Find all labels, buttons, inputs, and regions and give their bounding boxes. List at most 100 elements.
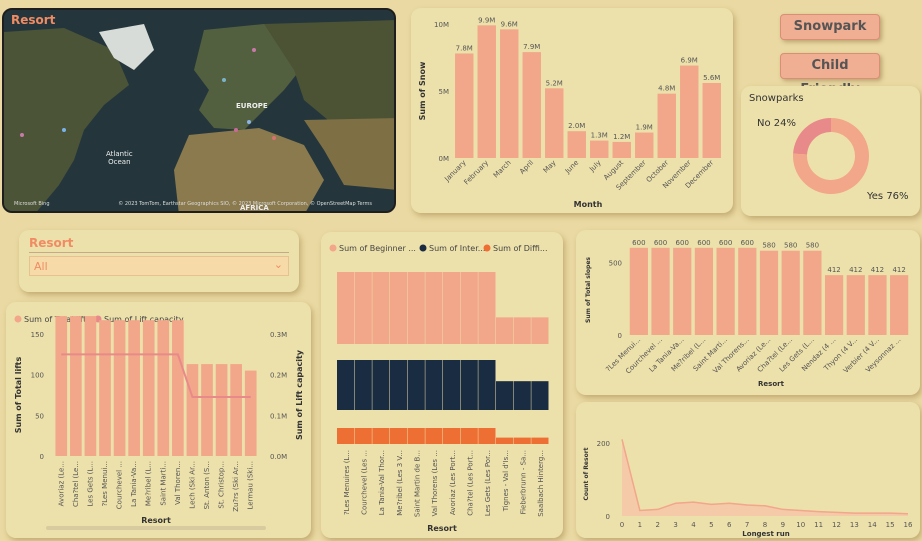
bar <box>657 93 676 158</box>
x-tick-label: ?Les Menui... <box>101 461 109 507</box>
legend-entry: Sum of Lift capacity <box>104 315 184 324</box>
data-label: 600 <box>676 239 689 247</box>
x-tick-label: 6 <box>727 521 732 529</box>
ribbon-segment <box>390 272 408 344</box>
y-tick-label: 50 <box>35 412 44 420</box>
bar <box>680 65 699 158</box>
x-tick-label: Courchevel (Les ... <box>361 450 369 515</box>
ribbon-segment <box>513 381 531 410</box>
data-label: 600 <box>654 239 667 247</box>
map-canvas <box>4 10 394 211</box>
ribbon-segment <box>337 428 355 444</box>
x-tick-label: 5 <box>709 521 713 529</box>
x-tick-label: 10 <box>796 521 805 529</box>
data-label: 9.6M <box>501 20 518 28</box>
ribbon-segment <box>337 360 355 410</box>
data-label: 412 <box>827 266 840 274</box>
ribbon-segment <box>337 272 355 344</box>
legend-entry: Sum of Diffi... <box>493 244 547 253</box>
x-tick-label: 12 <box>832 521 841 529</box>
x-tick-label: Cha?tel (Le... <box>72 461 80 507</box>
legend-entry: Sum of Beginner ... <box>339 244 416 253</box>
map-title: Resort <box>11 13 56 27</box>
data-label: 580 <box>762 242 775 250</box>
child-friendly-button[interactable]: Child Friendly <box>780 53 880 97</box>
y-tick-label: 200 <box>597 440 610 448</box>
ribbon-segment <box>443 360 461 410</box>
data-label: 5.2M <box>546 79 563 87</box>
longest-run-card: 0 200 Count of Resort 0 1 2 3 4 5 6 7 8 9 10 11 12 13 14 1… <box>576 402 920 538</box>
slice-label: No 24% <box>757 118 796 129</box>
x-tick-label: Courchevel ... <box>116 461 124 509</box>
bar <box>759 250 779 335</box>
x-tick-label: St. Anton (S... <box>203 461 211 509</box>
resort-point[interactable] <box>20 133 24 137</box>
y2-tick-label: 0.1M <box>270 412 287 420</box>
data-label: 2.0M <box>568 122 585 130</box>
ribbon-segment <box>460 360 478 410</box>
bar <box>635 132 654 158</box>
x-tick-label: 14 <box>868 521 877 529</box>
bar <box>803 250 822 335</box>
y-tick-label: 150 <box>31 331 44 339</box>
x-tick-label: Avoriaz (Le... <box>57 461 65 506</box>
chart-title: Snowparks <box>749 93 804 104</box>
ribbon-segment <box>354 428 372 444</box>
ribbon-segment <box>407 360 425 410</box>
bar <box>142 320 155 456</box>
y-tick-label: 100 <box>31 372 44 380</box>
x-tick-label: Saint Marti... <box>159 461 167 506</box>
slopes-card: 0 500 Sum of Total slopes 600 ?Les Menui... 6… <box>576 230 920 395</box>
x-tick-label: Cha?tel (Les Port... <box>467 450 475 516</box>
snowpark-button[interactable]: Snowpark <box>780 14 880 40</box>
ribbon-segment <box>407 272 425 344</box>
ribbon-segment <box>478 360 496 410</box>
x-axis-label: Resort <box>141 516 171 525</box>
ribbon-segment <box>478 428 496 444</box>
bar <box>890 275 909 335</box>
ribbon-segment <box>531 437 549 444</box>
resort-map[interactable]: Resort EUROPE Atlantic Ocean AFRICA Micr… <box>2 8 396 213</box>
data-label: 6.9M <box>681 57 698 65</box>
bar <box>186 364 199 456</box>
resort-point[interactable] <box>222 78 226 82</box>
ribbon-segment <box>460 272 478 344</box>
resort-point[interactable] <box>62 128 66 132</box>
bar <box>201 364 213 456</box>
ribbon-segment <box>513 437 531 444</box>
bar <box>590 140 609 158</box>
resort-dropdown[interactable]: All ⌄ <box>29 256 289 276</box>
data-label: 1.9M <box>636 124 653 132</box>
x-tick-label: February <box>463 159 491 187</box>
bar <box>702 82 721 158</box>
resort-point[interactable] <box>252 48 256 52</box>
x-tick-label: 0 <box>620 521 624 529</box>
bar <box>157 320 170 456</box>
ribbon-segment <box>443 428 461 444</box>
resort-point[interactable] <box>234 128 238 132</box>
y-tick-label: 0 <box>618 332 622 340</box>
x-tick-label: Saalbach Hinterg... <box>537 450 545 517</box>
x-tick-label: 1 <box>638 521 642 529</box>
resort-point[interactable] <box>247 120 251 124</box>
data-label: 1.3M <box>591 132 608 140</box>
ribbon-chart: Sum of Beginner ... Sum of Inter... Sum of… <box>329 244 549 533</box>
x-tick-label: 11 <box>814 521 823 529</box>
x-tick-label: Me?ribel (Les 3 V... <box>396 450 404 516</box>
chevron-down-icon[interactable]: ⌄ <box>273 258 283 271</box>
map-attribution[interactable]: © 2023 TomTom, Earthstar Geographics SIO… <box>118 201 372 207</box>
bar <box>55 316 68 456</box>
bar <box>84 316 97 456</box>
scrollbar <box>46 526 266 530</box>
ribbon-segment <box>372 428 390 444</box>
resort-point[interactable] <box>272 136 276 140</box>
ribbon-segment <box>425 360 443 410</box>
bar <box>230 364 242 456</box>
x-tick-label: Lermau (Ski... <box>247 461 255 509</box>
bar <box>629 247 648 335</box>
ribbon-segment <box>460 428 478 444</box>
bar <box>612 141 631 158</box>
bar <box>113 320 126 456</box>
lifts-chart: Sum of Total lifts Sum of Lift capacity 0 5… <box>14 315 304 530</box>
